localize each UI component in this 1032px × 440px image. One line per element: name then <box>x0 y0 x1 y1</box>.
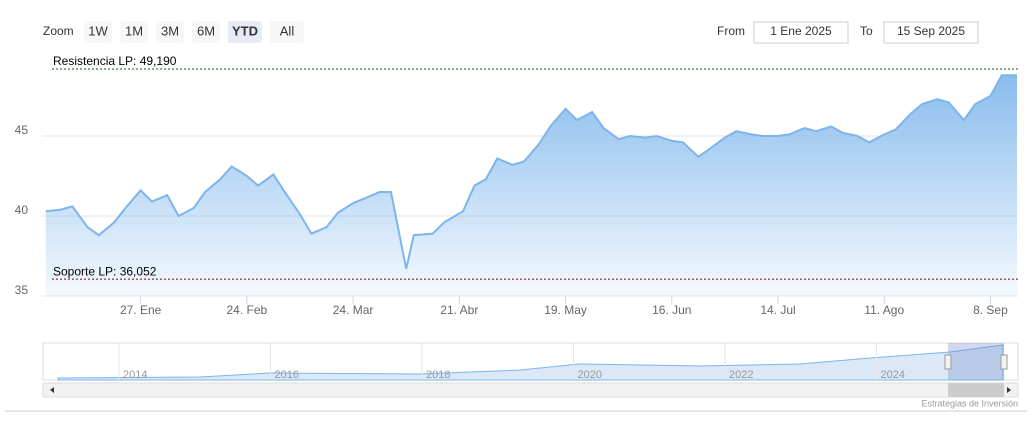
zoom-label: Zoom <box>43 24 74 38</box>
to-label: To <box>860 24 873 38</box>
x-tick-label: 21. Abr <box>440 303 478 317</box>
x-tick-label: 19. May <box>544 303 587 317</box>
from-label: From <box>717 24 745 38</box>
zoom-button-label[interactable]: 3M <box>161 23 179 38</box>
zoom-button-label[interactable]: All <box>280 23 295 38</box>
zoom-button[interactable] <box>192 21 220 43</box>
zoom-button-label[interactable]: 1W <box>88 23 108 38</box>
navigator-handle[interactable] <box>1000 354 1008 370</box>
from-input[interactable] <box>753 21 849 44</box>
zoom-button[interactable] <box>270 21 304 43</box>
x-tick-label: 16. Jun <box>652 303 691 317</box>
y-tick-label: 35 <box>15 283 29 297</box>
from-value[interactable]: 1 Ene 2025 <box>770 24 832 38</box>
zoom-button-label[interactable]: YTD <box>232 23 258 38</box>
series-line <box>45 74 1017 270</box>
x-tick-label: 24. Feb <box>227 303 268 317</box>
x-tick-label: 8. Sep <box>973 303 1008 317</box>
navigator-label: 2022 <box>729 369 753 381</box>
x-tick-label: 11. Ago <box>864 303 904 317</box>
navigator-label: 2014 <box>123 369 147 381</box>
navigator-label: 2024 <box>881 369 905 381</box>
navigator-label: 2016 <box>275 369 299 381</box>
navigator-label: 2020 <box>578 369 602 381</box>
navigator-label: 2018 <box>426 369 450 381</box>
credits: Estrategias de Inversión <box>921 398 1018 408</box>
y-tick-label: 45 <box>15 123 29 137</box>
zoom-button[interactable] <box>228 21 262 43</box>
zoom-button-label[interactable]: 1M <box>125 23 143 38</box>
plot-line-label: Resistencia LP: 49,190 <box>53 54 177 68</box>
scrollbar-thumb[interactable] <box>948 383 1004 397</box>
zoom-button[interactable] <box>156 21 184 43</box>
zoom-button[interactable] <box>120 21 148 43</box>
zoom-button-label[interactable]: 6M <box>197 23 215 38</box>
to-value[interactable]: 15 Sep 2025 <box>897 24 965 38</box>
x-tick-label: 14. Jul <box>760 303 795 317</box>
to-input[interactable] <box>883 21 979 44</box>
y-tick-label: 40 <box>15 203 29 217</box>
area-fill <box>45 75 1018 296</box>
scrollbar[interactable] <box>42 382 1019 398</box>
x-tick-label: 27. Ene <box>120 303 162 317</box>
navigator-handle[interactable] <box>944 354 952 370</box>
plot-line-label: Soporte LP: 36,052 <box>53 264 157 278</box>
x-tick-label: 24. Mar <box>333 303 374 317</box>
zoom-button[interactable] <box>84 21 112 43</box>
navigator-mask[interactable] <box>948 343 1004 380</box>
